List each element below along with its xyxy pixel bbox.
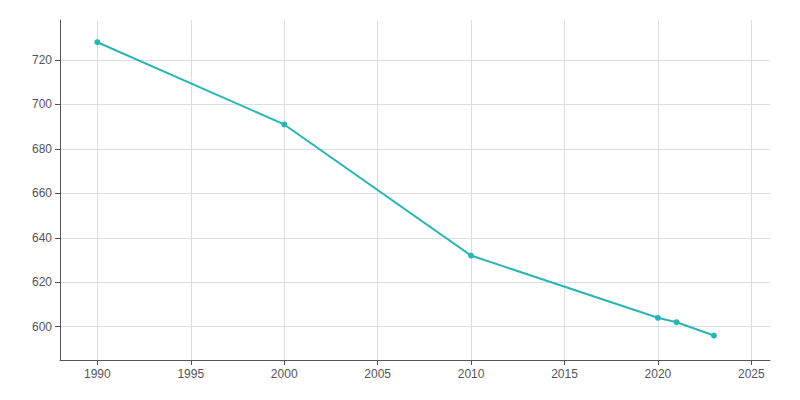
svg-text:2000: 2000	[271, 367, 298, 381]
svg-text:640: 640	[32, 231, 52, 245]
svg-text:2005: 2005	[364, 367, 391, 381]
svg-text:1995: 1995	[177, 367, 204, 381]
svg-text:2020: 2020	[645, 367, 672, 381]
svg-text:600: 600	[32, 320, 52, 334]
svg-text:2025: 2025	[738, 367, 765, 381]
svg-text:680: 680	[32, 142, 52, 156]
svg-text:2015: 2015	[551, 367, 578, 381]
svg-text:700: 700	[32, 97, 52, 111]
svg-text:660: 660	[32, 186, 52, 200]
svg-text:620: 620	[32, 275, 52, 289]
svg-text:2010: 2010	[458, 367, 485, 381]
svg-text:1990: 1990	[84, 367, 111, 381]
svg-text:720: 720	[32, 53, 52, 67]
